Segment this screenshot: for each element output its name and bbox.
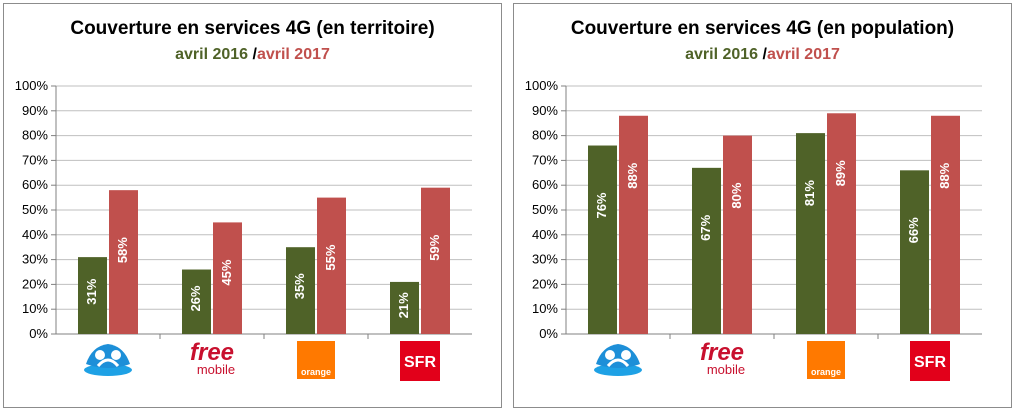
- bar: [213, 222, 242, 334]
- logo-sfr-square: [910, 341, 950, 381]
- bar: [692, 167, 721, 334]
- logo-free-text: free: [190, 339, 234, 366]
- y-tick-label: 50%: [22, 202, 48, 217]
- bouygues-logo: [594, 344, 642, 376]
- data-label: 55%: [323, 244, 338, 270]
- legend-2016: avril 2016: [685, 46, 759, 63]
- logo-sfr-text: SFR: [404, 354, 436, 371]
- logo-free-mobile-text: mobile: [707, 362, 745, 377]
- data-label: 21%: [396, 292, 411, 318]
- sfr-logo: SFR: [910, 341, 950, 381]
- y-tick-label: 10%: [532, 301, 558, 316]
- y-tick-label: 60%: [22, 177, 48, 192]
- logo-orange-text: orange: [811, 367, 841, 377]
- data-label: 76%: [594, 192, 609, 218]
- sfr-logo: SFR: [400, 341, 440, 381]
- data-label: 88%: [937, 162, 952, 188]
- y-tick-label: 90%: [532, 103, 558, 118]
- logo-bouygues-swoosh: [606, 358, 630, 368]
- y-tick-label: 30%: [22, 252, 48, 267]
- bar: [78, 257, 107, 334]
- y-tick-label: 70%: [22, 152, 48, 167]
- bar: [588, 145, 617, 334]
- logo-sfr-text: SFR: [914, 354, 946, 371]
- chart-title: Couverture en services 4G (en population…: [570, 18, 955, 39]
- bar: [723, 135, 752, 334]
- bar-chart-territoire: 0% 10% 20% 30% 40% 50% 60% 70% 80% 90% 100% 31% 58% 2…: [15, 78, 472, 381]
- logo-orange-square: [297, 341, 335, 379]
- bar: [796, 133, 825, 334]
- logo-bouygues-body: [596, 344, 640, 368]
- y-tick-label: 60%: [532, 177, 558, 192]
- y-tick-label: 70%: [532, 152, 558, 167]
- data-label: 88%: [625, 162, 640, 188]
- y-tick-label: 30%: [532, 252, 558, 267]
- legend-separator: /: [248, 46, 257, 63]
- data-label: 59%: [427, 234, 442, 260]
- y-tick-label: 20%: [22, 276, 48, 291]
- logo-free-mobile-text: mobile: [197, 362, 235, 377]
- bar: [286, 247, 315, 334]
- logo-orange-text: orange: [301, 367, 331, 377]
- bar: [931, 115, 960, 334]
- data-label: 81%: [802, 180, 817, 206]
- y-tick-label: 80%: [22, 128, 48, 143]
- bar: [109, 190, 138, 334]
- chart-title: Couverture en services 4G (en territoire…: [70, 18, 435, 39]
- legend-2016: avril 2016: [175, 46, 249, 63]
- y-tick-label: 10%: [22, 301, 48, 316]
- bar: [900, 170, 929, 334]
- y-tick-label: 100%: [525, 78, 559, 93]
- y-tick-label: 50%: [532, 202, 558, 217]
- y-tick-label: 100%: [15, 78, 49, 93]
- y-tick-label: 80%: [532, 128, 558, 143]
- y-tick-label: 0%: [29, 326, 48, 341]
- logo-bouygues-base: [84, 364, 132, 376]
- bar: [390, 281, 419, 334]
- logo-bouygues-dot: [95, 350, 105, 360]
- chart-subtitle: avril 2016 /avril 2017: [514, 46, 1011, 64]
- data-label: 58%: [115, 237, 130, 263]
- data-label: 66%: [906, 217, 921, 243]
- data-label: 89%: [833, 160, 848, 186]
- orange-logo: orange: [297, 341, 335, 379]
- bar: [619, 115, 648, 334]
- y-tick-label: 0%: [539, 326, 558, 341]
- logo-bouygues-dot: [621, 350, 631, 360]
- bar: [827, 113, 856, 334]
- bar: [421, 187, 450, 334]
- data-label: 45%: [219, 259, 234, 285]
- bar-chart-population: 0% 10% 20% 30% 40% 50% 60% 70% 80% 90% 100% 76% 88% 6…: [525, 78, 982, 381]
- legend-2017: avril 2017: [766, 46, 840, 63]
- chart-panel-population: Couverture en services 4G (en population…: [513, 3, 1012, 408]
- logo-orange-square: [807, 341, 845, 379]
- y-tick-label: 40%: [22, 227, 48, 242]
- bar: [317, 197, 346, 334]
- logo-sfr-square: [400, 341, 440, 381]
- y-tick-label: 40%: [532, 227, 558, 242]
- logo-bouygues-body: [86, 344, 130, 368]
- chart-subtitle: avril 2016 /avril 2017: [4, 46, 501, 64]
- legend-2017: avril 2017: [256, 46, 330, 63]
- legend-separator: /: [758, 46, 767, 63]
- orange-logo: orange: [807, 341, 845, 379]
- data-label: 80%: [729, 182, 744, 208]
- bouygues-logo: [84, 344, 132, 376]
- data-label: 35%: [292, 273, 307, 299]
- data-label: 67%: [698, 214, 713, 240]
- data-label: 26%: [188, 285, 203, 311]
- logo-bouygues-dot: [111, 350, 121, 360]
- bar: [182, 269, 211, 334]
- chart-panel-territoire: Couverture en services 4G (en territoire…: [3, 3, 502, 408]
- logo-bouygues-base: [594, 364, 642, 376]
- logo-bouygues-swoosh: [96, 358, 120, 368]
- y-tick-label: 20%: [532, 276, 558, 291]
- logo-bouygues-dot: [605, 350, 615, 360]
- logo-free-text: free: [700, 339, 744, 366]
- y-tick-label: 90%: [22, 103, 48, 118]
- data-label: 31%: [84, 278, 99, 304]
